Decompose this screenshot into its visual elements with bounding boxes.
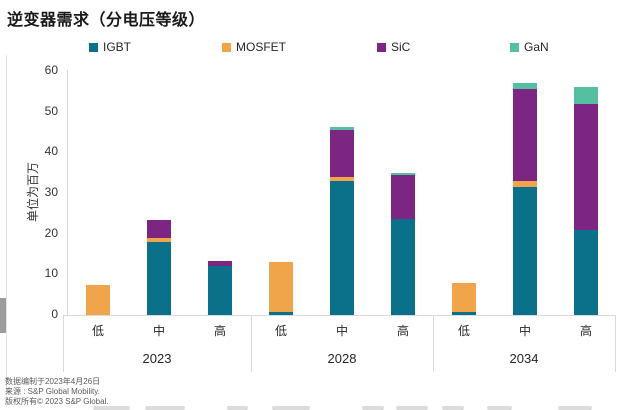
legend-swatch-icon: [89, 42, 98, 52]
legend-label: IGBT: [103, 40, 132, 54]
legend-item-gan[interactable]: GaN: [510, 40, 549, 54]
legend-item-mosfet[interactable]: MOSFET: [222, 40, 286, 54]
bar-segment-MOSFET[interactable]: [330, 176, 354, 181]
legend-item-sic[interactable]: SiC: [377, 40, 410, 54]
bar-segment-MOSFET[interactable]: [513, 180, 537, 187]
bar-2034-高[interactable]: [574, 87, 598, 315]
bar-segment-MOSFET[interactable]: [86, 284, 110, 315]
x-category-label: 低: [457, 324, 470, 338]
x-axis-categories: 低中高低中高低中高: [63, 322, 615, 338]
bar-segment-SiC[interactable]: [208, 260, 232, 267]
bar-segment-GaN[interactable]: [574, 87, 598, 104]
bar-2028-低[interactable]: [269, 262, 293, 315]
bar-segment-IGBT[interactable]: [147, 241, 171, 315]
group-separator: [433, 315, 434, 372]
x-category-label: 高: [213, 324, 226, 338]
legend-label: GaN: [524, 40, 549, 54]
y-tick-label: 40: [44, 144, 58, 159]
chart-title: 逆变器需求（分电压等级）: [7, 12, 206, 29]
group-separator: [251, 315, 252, 372]
footer-source: 来源 : S&P Global Mobility.: [5, 387, 100, 396]
x-category-label: 高: [396, 324, 409, 338]
y-axis-ticks: 0 10 20 30 40 50 60: [18, 63, 58, 321]
bar-segment-IGBT[interactable]: [330, 180, 354, 315]
x-category-label: 低: [91, 324, 104, 338]
bottom-edge-strip: [442, 406, 464, 410]
bottom-edge-strip: [362, 406, 384, 410]
bar-segment-IGBT[interactable]: [269, 311, 293, 315]
y-tick-label: 30: [44, 185, 58, 199]
y-tick-label: 50: [44, 103, 58, 118]
bar-2023-低[interactable]: [86, 284, 110, 315]
bar-2023-中[interactable]: [147, 220, 171, 315]
bottom-edge-strip: [93, 406, 130, 410]
x-category-label: 中: [152, 324, 165, 338]
group-separator: [615, 315, 616, 372]
x-group-year-label: 2034: [509, 351, 539, 366]
bar-segment-SiC[interactable]: [391, 174, 415, 220]
y-tick-label: 60: [44, 63, 58, 77]
bottom-edge-strip: [145, 406, 185, 410]
y-tick-label: 0: [51, 307, 58, 321]
x-axis-line: [63, 315, 616, 316]
bar-segment-GaN[interactable]: [391, 173, 415, 175]
bar-segment-SiC[interactable]: [574, 103, 598, 230]
bar-2028-高[interactable]: [391, 173, 415, 315]
legend-swatch-icon: [510, 42, 519, 52]
x-axis-group-labels: 2023 2028 2034: [63, 351, 615, 369]
bottom-edge-strip: [487, 406, 512, 410]
bar-segment-GaN[interactable]: [513, 83, 537, 90]
footer-copyright: 版权所有© 2023 S&P Global.: [5, 397, 109, 406]
bar-segment-GaN[interactable]: [330, 127, 354, 130]
x-category-label: 中: [518, 324, 531, 338]
x-category-label: 高: [579, 324, 592, 338]
bar-segment-MOSFET[interactable]: [452, 282, 476, 313]
bar-segment-IGBT[interactable]: [513, 186, 537, 315]
x-category-label: 中: [335, 324, 348, 338]
group-separator: [63, 315, 64, 372]
legend-swatch-icon: [222, 42, 231, 52]
bar-segment-MOSFET[interactable]: [147, 237, 171, 242]
scrollbar-track[interactable]: [6, 55, 7, 407]
legend-label: MOSFET: [236, 40, 286, 54]
bar-2034-中[interactable]: [513, 83, 537, 315]
bar-segment-SiC[interactable]: [330, 129, 354, 177]
y-tick-label: 20: [44, 225, 58, 240]
bar-segment-IGBT[interactable]: [391, 219, 415, 315]
x-group-year-label: 2028: [327, 351, 357, 366]
y-axis-line: [67, 70, 68, 315]
plot-area: [63, 71, 615, 315]
bar-2034-低[interactable]: [452, 282, 476, 315]
bottom-edge-strip: [558, 406, 592, 410]
y-tick-label: 10: [44, 266, 58, 281]
bar-segment-IGBT[interactable]: [208, 266, 232, 315]
x-category-label: 低: [274, 324, 287, 338]
bar-segment-SiC[interactable]: [513, 89, 537, 181]
scrollbar-thumb[interactable]: [0, 298, 6, 333]
bar-segment-SiC[interactable]: [147, 220, 171, 238]
bottom-edge-strip: [396, 406, 428, 410]
footer-notes: 数据编制于2023年4月26日 来源 : S&P Global Mobility…: [5, 377, 109, 407]
bar-segment-IGBT[interactable]: [574, 229, 598, 315]
legend-label: SiC: [391, 40, 411, 54]
bar-segment-IGBT[interactable]: [452, 312, 476, 315]
x-group-year-label: 2023: [142, 351, 172, 366]
bar-segment-MOSFET[interactable]: [269, 262, 293, 312]
legend-swatch-icon: [377, 42, 386, 52]
bottom-edge-strip: [272, 406, 310, 410]
bar-2028-中[interactable]: [330, 127, 354, 315]
bottom-edge-strip: [227, 406, 248, 410]
bar-2023-高[interactable]: [208, 260, 232, 315]
footer-compiled-date: 数据编制于2023年4月26日: [5, 377, 101, 386]
legend-item-igbt[interactable]: IGBT: [89, 40, 131, 54]
